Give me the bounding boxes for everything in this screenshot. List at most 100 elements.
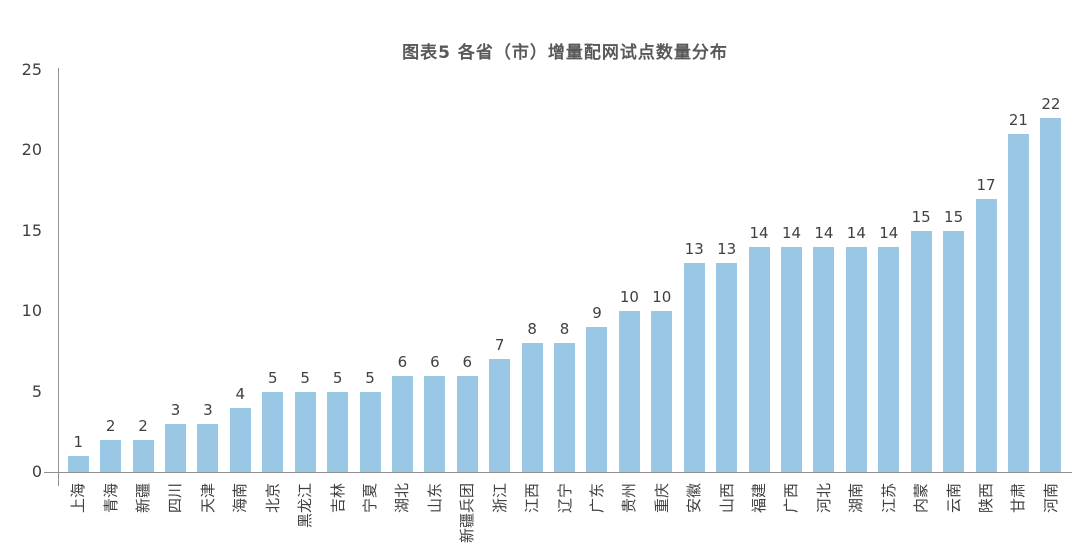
x-axis-label: 河北 (814, 483, 833, 514)
y-axis-tick-label: 10 (21, 301, 42, 321)
x-axis-label-cell: 陕西 (970, 483, 1002, 552)
x-axis-label: 新疆兵团 (458, 483, 477, 544)
x-axis-label: 浙江 (490, 483, 509, 514)
bar-slot: 7 (483, 70, 515, 472)
x-axis-label-cell: 福建 (743, 483, 775, 552)
bar-slot: 14 (775, 70, 807, 472)
bar-value-label: 17 (976, 175, 996, 194)
bar-value-label: 4 (235, 384, 246, 403)
bar-slot: 17 (970, 70, 1002, 472)
bar-value-label: 13 (717, 239, 737, 258)
x-axis-label-cell: 宁夏 (354, 483, 386, 552)
x-axis-label: 广西 (782, 483, 801, 514)
bar (262, 391, 284, 472)
x-axis-label: 安徽 (685, 483, 704, 514)
bar-slot: 6 (419, 70, 451, 472)
x-axis-label: 黑龙江 (296, 483, 315, 529)
chart-title: 图表5 各省（市）增量配网试点数量分布 (402, 43, 728, 63)
bar-value-label: 6 (397, 352, 408, 371)
x-axis-label: 四川 (166, 483, 185, 514)
x-axis-label: 湖北 (393, 483, 412, 514)
bar-value-label: 21 (1008, 111, 1028, 130)
bar (910, 230, 932, 472)
x-axis-label-cell: 贵州 (613, 483, 645, 552)
x-axis-label-cell: 山西 (710, 483, 742, 552)
bar-slot: 5 (257, 70, 289, 472)
x-axis-label-cell: 重庆 (646, 483, 678, 552)
x-axis-label-cell: 江西 (516, 483, 548, 552)
x-axis-label: 青海 (101, 483, 120, 514)
bar-slot: 5 (321, 70, 353, 472)
bar-slot: 2 (94, 70, 126, 472)
y-axis-tick-labels: 0 5 10 15 20 25 (0, 0, 48, 552)
bar (424, 375, 446, 472)
bar (456, 375, 478, 472)
x-axis-label: 云南 (944, 483, 963, 514)
bar (359, 391, 381, 472)
x-axis-label-cell: 河北 (808, 483, 840, 552)
bar (1040, 118, 1062, 472)
bar-slot: 2 (127, 70, 159, 472)
x-axis-label: 上海 (69, 483, 88, 514)
x-axis-label-cell: 河南 (1035, 483, 1067, 552)
x-axis-label: 天津 (198, 483, 217, 514)
bar-slot: 10 (646, 70, 678, 472)
x-axis-label-cell: 云南 (937, 483, 969, 552)
x-axis-label-cell: 湖南 (840, 483, 872, 552)
bar-value-label: 7 (494, 336, 505, 355)
bar (878, 246, 900, 472)
bar-value-label: 5 (365, 368, 375, 387)
bar-value-label: 6 (430, 352, 440, 371)
x-axis-label-cell: 内蒙 (905, 483, 937, 552)
x-axis-label: 贵州 (620, 483, 639, 514)
x-axis-label-cell: 海南 (224, 483, 256, 552)
x-axis-label: 重庆 (652, 483, 671, 514)
bar-value-label: 14 (846, 223, 866, 242)
bar-value-label: 2 (138, 416, 148, 435)
plot-area: 1 2 2 3 3 4 5 5 5 5 6 6 6 7 8 8 9 10 10 13 13 14 14 14 14 14 15 15 1… (62, 70, 1067, 472)
x-axis-label-cell: 甘肃 (1002, 483, 1034, 552)
bar-value-label: 1 (73, 432, 83, 451)
bar-value-label: 8 (527, 320, 537, 339)
x-axis-label-cell: 湖北 (386, 483, 418, 552)
bar-value-label: 10 (619, 288, 639, 307)
x-axis-label: 海南 (231, 483, 250, 514)
x-axis-label-cell: 广东 (581, 483, 613, 552)
x-axis-label: 陕西 (977, 483, 996, 514)
y-axis-tick-label: 25 (21, 60, 42, 79)
bar-slot: 14 (808, 70, 840, 472)
bar (651, 311, 673, 472)
x-axis-line (44, 472, 1072, 473)
x-axis-label-cell: 辽宁 (548, 483, 580, 552)
bar-slot: 21 (1002, 70, 1034, 472)
bar-slot: 15 (937, 70, 969, 472)
bar-value-label: 3 (170, 400, 181, 419)
bar-value-label: 5 (332, 368, 343, 387)
bar (780, 246, 802, 472)
x-axis-label-cell: 上海 (62, 483, 94, 552)
x-axis-label-cell: 吉林 (321, 483, 353, 552)
x-axis-label: 广东 (587, 483, 606, 514)
y-axis-tick-label: 20 (21, 140, 42, 160)
x-axis-label: 江西 (523, 483, 542, 514)
bar (164, 423, 186, 472)
x-axis-label: 山东 (425, 483, 444, 514)
bar (100, 439, 122, 472)
bar (521, 343, 543, 472)
bar-slot: 6 (451, 70, 483, 472)
x-axis-label: 江苏 (879, 483, 898, 514)
bar-value-label: 14 (781, 223, 802, 242)
bar-slot: 1 (62, 70, 94, 472)
x-axis-label-cell: 天津 (192, 483, 224, 552)
x-axis-label: 湖南 (847, 483, 866, 514)
bar-slot: 14 (743, 70, 775, 472)
y-axis-line (58, 68, 59, 486)
x-axis-label-cell: 安徽 (678, 483, 710, 552)
bar-slot: 3 (159, 70, 191, 472)
bar-value-label: 15 (911, 207, 931, 226)
bar (586, 327, 608, 472)
x-axis-label-cell: 青海 (94, 483, 126, 552)
x-axis-labels: 上海 青海 新疆 四川 天津 海南 北京 黑龙江 吉林 宁夏 湖北 山东 新疆兵团 浙江 江西 辽宁 广东 贵州重… (62, 483, 1067, 552)
bar-value-label: 14 (814, 223, 834, 242)
